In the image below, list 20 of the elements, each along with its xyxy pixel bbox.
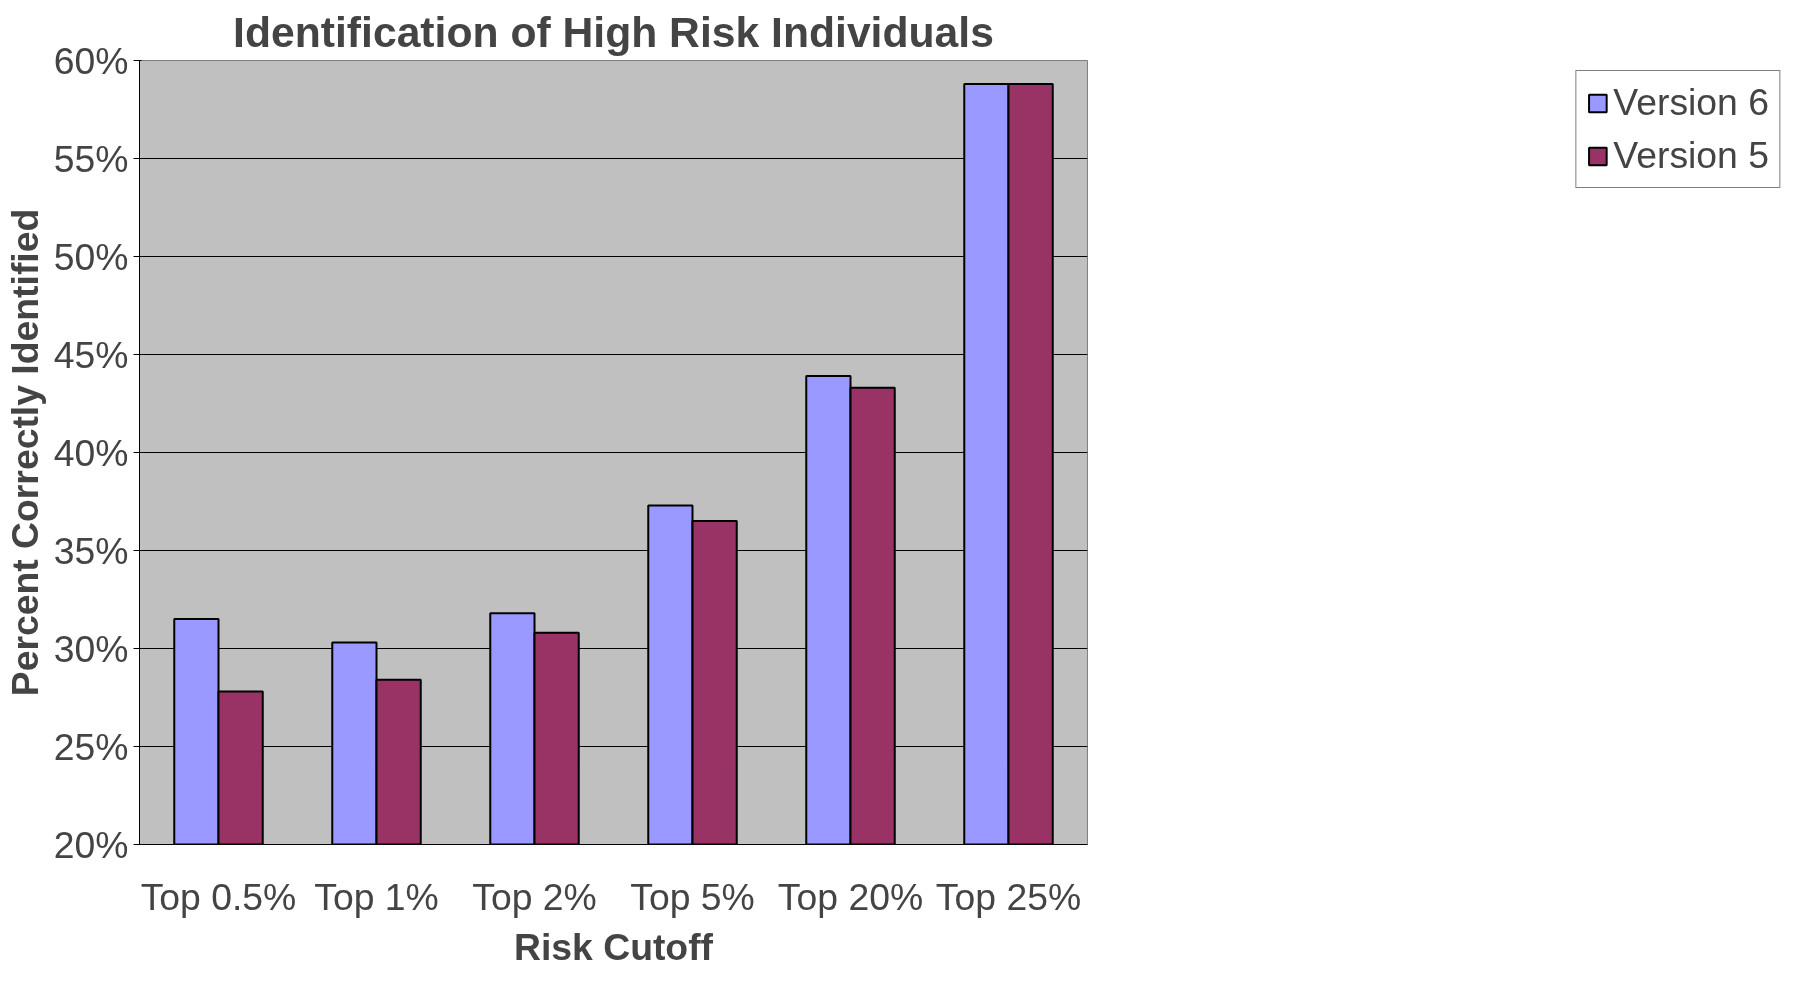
x-tick-label: Top 20% bbox=[777, 875, 924, 918]
x-tick-label: Top 25% bbox=[935, 875, 1082, 918]
y-tick-label: 25% bbox=[53, 725, 129, 768]
y-tick-label: 20% bbox=[53, 823, 129, 866]
legend-label: Version 5 bbox=[1613, 134, 1769, 177]
y-tick-label: 40% bbox=[53, 431, 129, 474]
y-tick-label: 45% bbox=[53, 333, 129, 376]
x-tick-label: Top 5% bbox=[630, 875, 755, 918]
x-tick-label: Top 0.5% bbox=[140, 875, 297, 918]
y-tick-label: 55% bbox=[53, 137, 129, 180]
y-tick-label: 50% bbox=[53, 235, 129, 278]
y-tick-label: 60% bbox=[53, 39, 129, 82]
y-tick-label: 35% bbox=[53, 529, 129, 572]
y-axis-title: Percent Correctly Identified bbox=[3, 208, 46, 697]
x-tick-label: Top 1% bbox=[314, 875, 439, 918]
x-tick-label: Top 2% bbox=[472, 875, 597, 918]
chart-title: Identification of High Risk Individuals bbox=[233, 7, 994, 56]
y-tick-label: 30% bbox=[53, 627, 129, 670]
x-axis-title: Risk Cutoff bbox=[513, 925, 714, 968]
legend-label: Version 6 bbox=[1613, 81, 1769, 124]
